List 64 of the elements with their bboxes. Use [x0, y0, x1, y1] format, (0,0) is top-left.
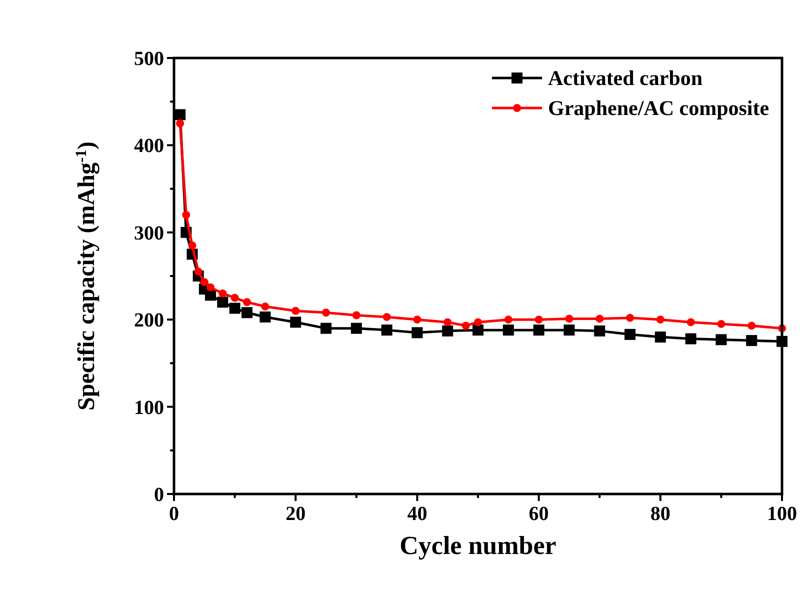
point — [533, 324, 544, 336]
point — [686, 318, 695, 326]
point — [322, 308, 330, 317]
point — [229, 302, 240, 314]
point — [241, 307, 252, 318]
point — [564, 324, 575, 336]
point — [442, 325, 454, 336]
point — [381, 324, 392, 336]
point — [413, 316, 422, 324]
point — [746, 335, 758, 346]
point — [217, 296, 228, 308]
point — [596, 314, 604, 323]
point — [474, 318, 482, 326]
point — [188, 241, 196, 250]
point — [685, 333, 696, 344]
point — [230, 294, 239, 302]
point — [504, 316, 512, 324]
x-tick-label: 0 — [169, 503, 179, 525]
point — [502, 324, 514, 336]
point — [204, 290, 216, 301]
y-tick-label: 300 — [134, 222, 164, 244]
point — [242, 298, 251, 306]
point — [206, 283, 214, 292]
point — [716, 334, 727, 346]
point — [444, 318, 452, 326]
point — [594, 325, 606, 336]
x-tick-label: 80 — [650, 503, 670, 525]
point — [382, 312, 391, 321]
legend-label: Graphene/AC composite — [548, 96, 770, 120]
point — [717, 320, 726, 328]
point — [462, 322, 470, 330]
point — [350, 322, 362, 334]
point — [748, 322, 756, 330]
point — [626, 314, 634, 322]
y-tick-label: 0 — [154, 484, 164, 506]
y-tick-label: 200 — [134, 310, 164, 332]
point — [320, 322, 332, 334]
point — [290, 316, 302, 328]
point — [292, 306, 300, 315]
x-tick-label: 40 — [407, 503, 428, 525]
point — [352, 311, 360, 320]
y-tick-label: 100 — [134, 396, 164, 419]
point — [624, 328, 636, 340]
point — [656, 316, 664, 324]
point — [182, 210, 190, 219]
x-axis-title: Cycle number — [400, 531, 556, 560]
y-tick-label: 500 — [134, 48, 164, 70]
x-tick-label: 100 — [767, 503, 797, 525]
y-tick-label: 400 — [134, 135, 164, 158]
point — [565, 314, 574, 323]
point — [176, 119, 184, 128]
point — [174, 109, 186, 120]
point — [194, 268, 202, 276]
point — [534, 316, 543, 324]
point — [200, 278, 208, 286]
x-tick-label: 20 — [286, 503, 306, 525]
point — [472, 324, 484, 336]
point — [261, 302, 270, 311]
point — [412, 327, 423, 338]
point — [260, 311, 271, 322]
point — [654, 332, 666, 343]
legend-label: Activated carbon — [548, 66, 703, 90]
x-tick-label: 60 — [528, 503, 549, 525]
point — [218, 289, 227, 298]
